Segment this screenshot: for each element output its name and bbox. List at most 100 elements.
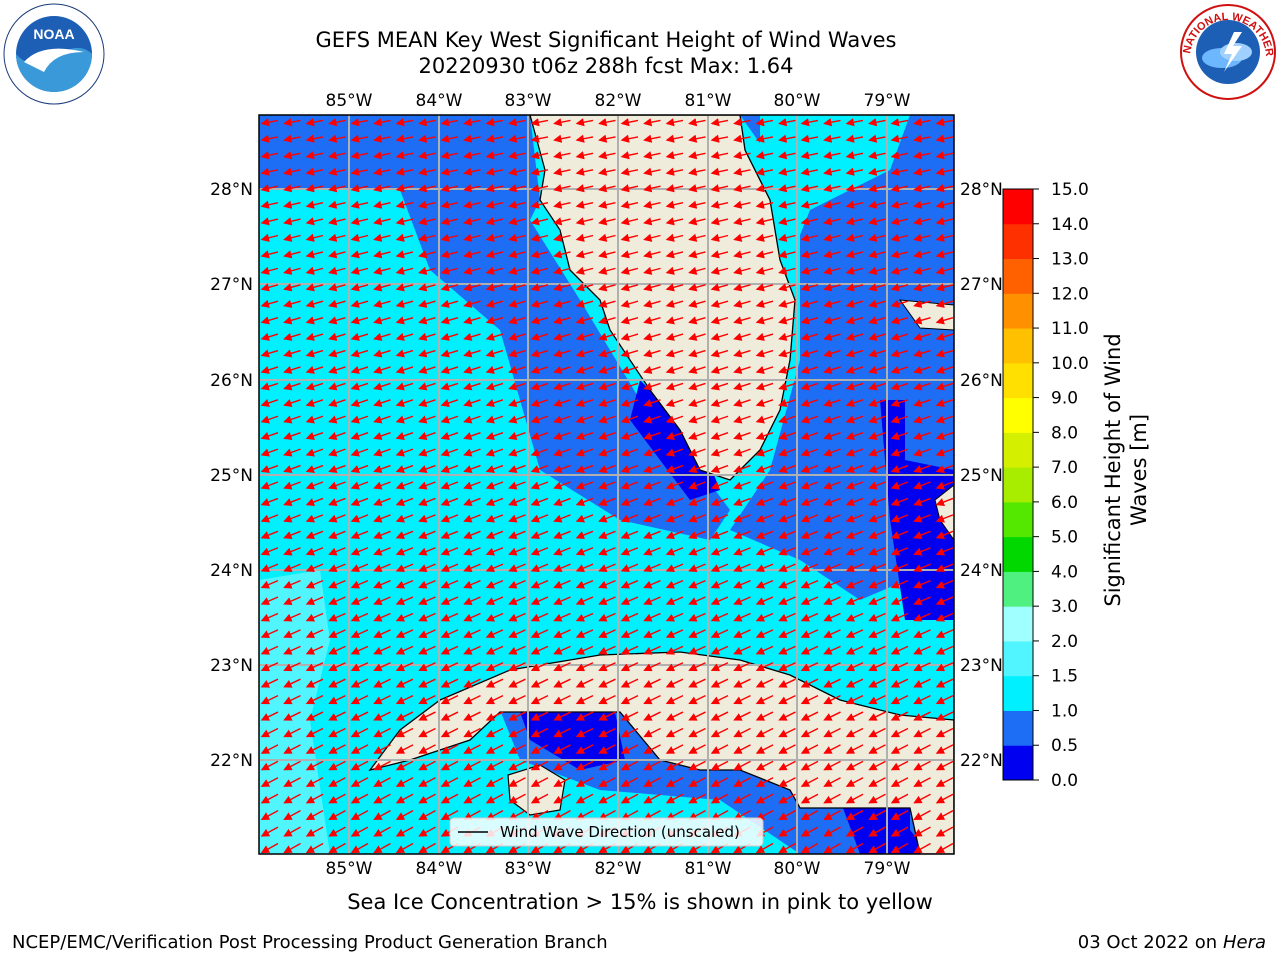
wave-direction-arrow bbox=[913, 464, 931, 473]
wave-direction-arrow bbox=[395, 382, 414, 391]
wave-direction-arrow bbox=[463, 118, 481, 127]
wave-direction-arrow bbox=[305, 530, 324, 540]
wave-direction-arrow bbox=[778, 217, 796, 226]
wave-direction-arrow bbox=[800, 415, 819, 424]
wave-direction-arrow bbox=[935, 349, 954, 358]
wave-direction-arrow bbox=[553, 365, 571, 374]
wave-direction-arrow bbox=[823, 497, 841, 506]
wave-direction-arrow bbox=[328, 151, 346, 160]
wave-direction-arrow bbox=[350, 497, 369, 506]
wave-direction-arrow bbox=[485, 596, 504, 606]
wave-direction-arrow bbox=[778, 464, 796, 473]
wave-direction-arrow bbox=[913, 299, 931, 308]
wave-direction-arrow bbox=[823, 365, 841, 374]
wave-direction-arrow bbox=[710, 200, 729, 209]
wave-direction-arrow bbox=[373, 299, 391, 308]
wave-direction-arrow bbox=[328, 233, 346, 242]
colorbar-segment bbox=[1003, 293, 1033, 329]
colorbar-tick-label: 13.0 bbox=[1051, 250, 1089, 270]
wave-direction-arrow bbox=[800, 563, 819, 573]
wave-direction-arrow bbox=[890, 217, 909, 226]
wave-direction-arrow bbox=[755, 497, 774, 506]
colorbar-tick-label: 2.0 bbox=[1051, 632, 1078, 652]
wave-direction-arrow bbox=[800, 217, 819, 226]
wave-direction-arrow bbox=[418, 167, 436, 176]
wave-direction-arrow bbox=[620, 299, 639, 308]
wave-direction-arrow bbox=[688, 382, 706, 391]
colorbar-title: Significant Height of Wind Waves [m] bbox=[1101, 333, 1151, 606]
wave-direction-arrow bbox=[395, 481, 414, 490]
wave-direction-arrow bbox=[598, 118, 616, 127]
wave-direction-arrow bbox=[643, 382, 661, 391]
wave-direction-arrow bbox=[778, 134, 796, 143]
colorbar-tick-label: 0.0 bbox=[1051, 771, 1078, 791]
wave-direction-arrow bbox=[350, 332, 369, 341]
wave-direction-arrow bbox=[530, 118, 549, 127]
wave-direction-arrow bbox=[395, 283, 414, 292]
wave-direction-arrow bbox=[688, 151, 706, 160]
wave-direction-arrow bbox=[508, 415, 526, 424]
wave-direction-arrow bbox=[463, 398, 481, 407]
wave-direction-arrow bbox=[823, 266, 841, 275]
wave-direction-arrow bbox=[485, 382, 504, 391]
wave-direction-arrow bbox=[283, 579, 301, 589]
wave-direction-arrow bbox=[440, 217, 459, 226]
wave-direction-arrow bbox=[733, 266, 751, 275]
wave-direction-arrow bbox=[598, 547, 616, 556]
wave-direction-arrow bbox=[350, 432, 369, 440]
colorbar-segment bbox=[1003, 710, 1033, 746]
wave-direction-arrow bbox=[305, 250, 324, 259]
wave-direction-arrow bbox=[823, 398, 841, 407]
wave-direction-arrow bbox=[868, 432, 886, 440]
wave-direction-arrow bbox=[463, 299, 481, 308]
wave-direction-arrow bbox=[553, 579, 571, 589]
wave-direction-arrow bbox=[935, 167, 954, 176]
wave-direction-arrow bbox=[283, 266, 301, 275]
wave-direction-arrow bbox=[260, 398, 279, 407]
wave-direction-arrow bbox=[710, 398, 729, 407]
wave-direction-arrow bbox=[688, 250, 706, 259]
wave-direction-arrow bbox=[260, 563, 279, 573]
wave-direction-arrow bbox=[530, 266, 549, 275]
wave-direction-arrow bbox=[913, 167, 931, 176]
wave-direction-arrow bbox=[485, 233, 504, 242]
wave-direction-arrow bbox=[440, 184, 459, 193]
wave-direction-arrow bbox=[913, 200, 931, 209]
wave-direction-arrow bbox=[868, 481, 886, 490]
wave-direction-arrow bbox=[688, 530, 706, 540]
wave-direction-arrow bbox=[913, 250, 931, 259]
wave-direction-arrow bbox=[755, 547, 774, 556]
wave-direction-arrow bbox=[643, 530, 661, 540]
wave-direction-arrow bbox=[800, 250, 819, 259]
wave-direction-arrow bbox=[890, 530, 909, 540]
colorbar-segment bbox=[1003, 189, 1033, 225]
wave-direction-arrow bbox=[373, 464, 391, 473]
wave-direction-arrow bbox=[598, 448, 616, 457]
wave-direction-arrow bbox=[260, 432, 279, 440]
wave-direction-arrow bbox=[575, 398, 594, 407]
wave-direction-arrow bbox=[485, 299, 504, 308]
wave-direction-arrow bbox=[508, 382, 526, 391]
wave-direction-arrow bbox=[688, 299, 706, 308]
lon-label-bottom: 79°W bbox=[864, 859, 911, 879]
colorbar-tick-label: 15.0 bbox=[1051, 180, 1089, 200]
wave-direction-arrow bbox=[283, 250, 301, 259]
wave-direction-arrow bbox=[260, 365, 279, 374]
wave-direction-arrow bbox=[463, 316, 481, 325]
wave-direction-arrow bbox=[395, 167, 414, 176]
wave-direction-arrow bbox=[913, 382, 931, 391]
wave-direction-arrow bbox=[890, 481, 909, 490]
wave-direction-arrow bbox=[935, 233, 954, 242]
wave-direction-arrow bbox=[733, 415, 751, 424]
wave-direction-arrow bbox=[688, 398, 706, 407]
wave-direction-arrow bbox=[283, 432, 301, 440]
wave-direction-arrow bbox=[283, 563, 301, 573]
wave-direction-arrow bbox=[868, 184, 886, 193]
wave-direction-arrow bbox=[553, 398, 571, 407]
wave-direction-arrow bbox=[935, 250, 954, 259]
wave-direction-arrow bbox=[643, 365, 661, 374]
wave-direction-arrow bbox=[665, 134, 684, 143]
wave-direction-arrow bbox=[530, 382, 549, 391]
wave-direction-arrow bbox=[620, 382, 639, 391]
wave-direction-arrow bbox=[508, 563, 526, 573]
